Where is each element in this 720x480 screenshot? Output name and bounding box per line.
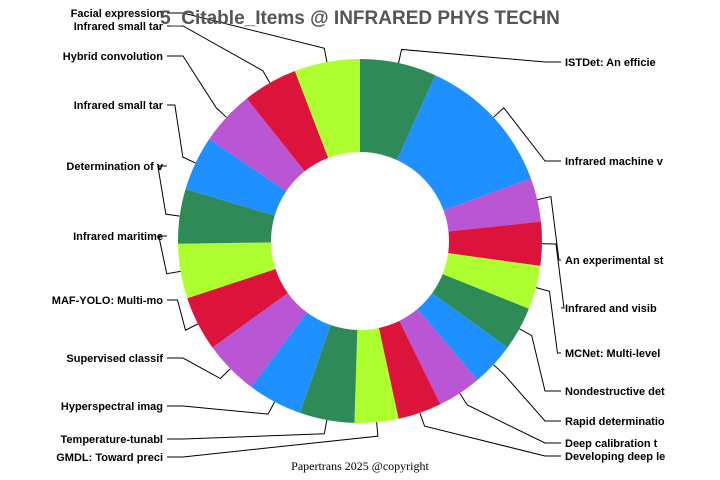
leader-line-19 [167, 12, 328, 63]
slice-19-facial-expression [294, 59, 360, 158]
leader-lines-layer [157, 12, 565, 458]
leader-line-2 [537, 195, 561, 261]
leader-line-14 [158, 235, 181, 275]
leader-line-5 [519, 328, 561, 392]
slice-10-temperature-tunabl [300, 325, 358, 423]
leader-line-18 [167, 25, 271, 84]
leader-line-1 [493, 107, 561, 162]
slice-label-0: ISTDet: An efficie [565, 57, 656, 69]
leader-line-6 [493, 364, 561, 422]
slice-label-4: MCNet: Multi-level [565, 348, 660, 360]
slice-label-18: Infrared small tar [74, 21, 164, 33]
slice-label-11: Hyperspectral imag [61, 401, 163, 413]
slice-label-14: Infrared maritime [73, 231, 163, 243]
slice-8-developing-deep-le [378, 320, 441, 419]
slice-label-3: Infrared and visib [565, 303, 657, 315]
slice-17-hybrid-convolution [209, 98, 305, 192]
leader-line-16 [167, 104, 196, 164]
slice-18-infrared-small-tar [246, 71, 329, 172]
slice-11-hyperspectral-imag [251, 312, 331, 413]
leader-line-13 [167, 299, 199, 331]
slice-label-19: Facial expression [71, 8, 164, 20]
slice-7-deep-calibration-t [399, 308, 478, 405]
leader-line-11 [167, 401, 276, 415]
leader-line-3 [541, 243, 565, 309]
slice-6-rapid-determinatio [417, 293, 508, 381]
slice-label-7: Deep calibration t [565, 438, 658, 450]
slice-label-1: Infrared machine v [565, 156, 664, 168]
slice-label-5: Nondestructive det [565, 386, 665, 398]
leader-line-12 [167, 357, 231, 380]
leader-line-8 [419, 412, 561, 457]
slice-12-supervised-classif [212, 293, 307, 387]
slice-label-13: MAF-YOLO: Multi-mo [52, 295, 163, 307]
slice-0-istdet-an-efficie [360, 59, 436, 160]
slice-15-determination-of-v [178, 188, 275, 244]
leader-line-4 [535, 287, 561, 354]
labels-layer: ISTDet: An efficie Infrared machine v An e… [52, 8, 665, 464]
leader-line-10 [167, 419, 328, 440]
slice-label-6: Rapid determinatio [565, 416, 665, 428]
slice-14-infrared-maritime [178, 242, 276, 299]
slice-label-9: GMDL: Toward preci [56, 452, 163, 464]
slice-3-infrared-and-visib [448, 221, 542, 266]
slice-label-17: Hybrid convolution [63, 51, 164, 63]
slice-2-an-experimental-st [443, 178, 541, 232]
leader-line-0 [398, 48, 561, 64]
slice-label-10: Temperature-tunabl [61, 434, 163, 446]
leader-line-9 [167, 422, 379, 458]
slice-5-nondestructive-det [432, 274, 529, 348]
leader-line-7 [459, 393, 561, 444]
slice-16-infrared-small-tar [185, 139, 287, 216]
chart-title: 5_Citable_Items @ INFRARED PHYS TECHN [160, 8, 560, 29]
slice-label-2: An experimental st [565, 255, 664, 267]
slice-label-15: Determination of v [66, 161, 163, 173]
slice-label-12: Supervised classif [66, 353, 163, 365]
leader-line-15 [157, 165, 180, 217]
copyright-footer: Papertrans 2025 @copyright [291, 459, 429, 473]
slice-13-maf-yolo-multi-mo [187, 269, 288, 348]
slice-1-infrared-machine-v [396, 75, 531, 211]
slice-label-16: Infrared small tar [74, 100, 164, 112]
slice-9-gmdl-toward-preci [354, 327, 399, 423]
slice-label-8: Developing deep le [565, 451, 665, 463]
slice-4-mcnet-multi-level [442, 253, 541, 309]
slices-layer [178, 59, 542, 423]
leader-line-17 [167, 55, 227, 118]
